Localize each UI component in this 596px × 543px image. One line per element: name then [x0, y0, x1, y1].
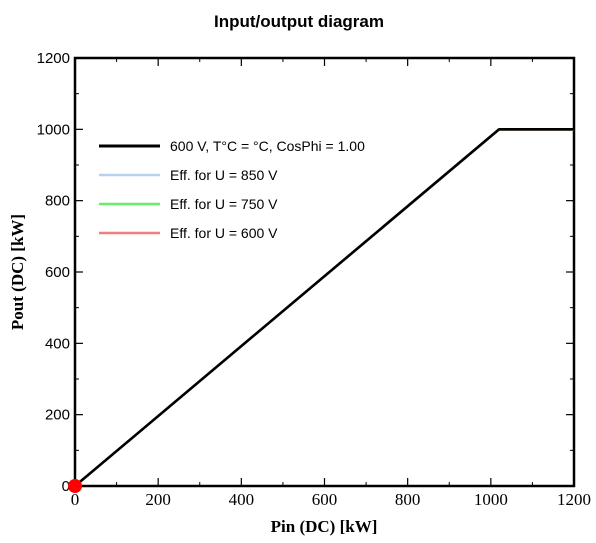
series-line-1	[74, 128, 574, 487]
legend: 600 V, T°C = °C, CosPhi = 1.00 Eff. for U…	[99, 138, 365, 241]
legend-label: Eff. for U = 750 V	[170, 196, 278, 212]
y-tick-label: 200	[45, 407, 70, 424]
x-tick-label: 1000	[474, 490, 508, 509]
y-axis-label: Pout (DC) [kW]	[8, 214, 27, 330]
y-tick-label: 0	[62, 478, 70, 495]
legend-label: Eff. for U = 600 V	[170, 225, 278, 241]
y-tick-label: 600	[45, 264, 70, 281]
origin-marker	[68, 479, 82, 493]
legend-label: Eff. for U = 850 V	[170, 167, 278, 183]
series-line-3	[74, 128, 574, 487]
chart-title: Input/output diagram	[214, 12, 384, 31]
y-tick-label: 800	[45, 193, 70, 210]
x-axis-label: Pin (DC) [kW]	[271, 517, 378, 536]
series-line-2	[74, 128, 574, 487]
axis-ticks: 0 200 400 600 800 1000 1200 0 200 400 600 800 1000 12…	[37, 50, 591, 509]
legend-label: 600 V, T°C = °C, CosPhi = 1.00	[170, 138, 365, 154]
series-line-0	[74, 129, 574, 487]
x-tick-label: 0	[71, 490, 80, 509]
marker-layer	[68, 479, 82, 493]
series-layer	[74, 128, 574, 487]
y-tick-label: 400	[45, 335, 70, 352]
y-tick-label: 1000	[37, 121, 70, 138]
y-tick-label: 1200	[37, 50, 70, 67]
x-tick-label: 800	[395, 490, 421, 509]
x-tick-label: 600	[312, 490, 338, 509]
x-tick-label: 200	[145, 490, 171, 509]
x-tick-label: 400	[229, 490, 255, 509]
x-tick-label: 1200	[557, 490, 591, 509]
